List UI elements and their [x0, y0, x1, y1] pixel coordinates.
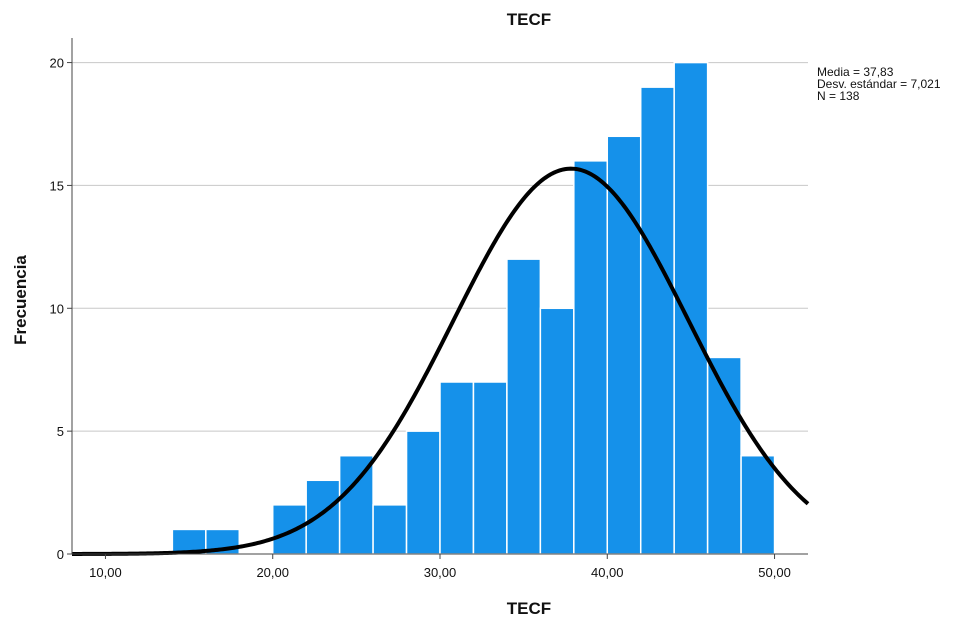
histogram-bar	[673, 61, 709, 555]
x-tick-labels: 10,00 20,00 30,00 40,00 50,00	[89, 565, 791, 580]
y-tick-label: 20	[50, 56, 64, 71]
x-tick-label: 50,00	[758, 565, 791, 580]
y-tick-labels: 0 5 10 15 20	[50, 56, 64, 562]
x-tick-label: 30,00	[424, 565, 457, 580]
histogram-bar	[472, 381, 508, 555]
histogram-bar	[506, 258, 542, 555]
stats-line: N = 138	[817, 89, 860, 103]
histogram-bar	[606, 135, 642, 555]
histogram-bar	[271, 504, 307, 555]
y-axis-label: Frecuencia	[11, 255, 30, 345]
x-tick-label: 40,00	[591, 565, 624, 580]
chart-title: TECF	[507, 10, 551, 29]
y-tick-label: 0	[57, 547, 64, 562]
x-axis-label: TECF	[507, 599, 551, 618]
histogram-bar	[305, 479, 341, 555]
x-tick-label: 20,00	[256, 565, 289, 580]
x-tick-label: 10,00	[89, 565, 122, 580]
y-tick-label: 10	[50, 301, 64, 316]
histogram-bar	[740, 454, 776, 555]
y-tick-label: 5	[57, 424, 64, 439]
histogram-bar	[573, 160, 609, 555]
histogram-bar	[372, 504, 408, 555]
normal-curve	[72, 166, 810, 556]
stats-line: Desv. estándar = 7,021	[817, 77, 941, 91]
histogram-bar	[639, 86, 675, 555]
axes	[67, 38, 808, 559]
histogram-bar	[439, 381, 475, 555]
stats-line: Media = 37,83	[817, 65, 894, 79]
histogram-bar	[405, 430, 441, 555]
histogram-bar	[539, 307, 575, 555]
y-tick-label: 15	[50, 178, 64, 193]
